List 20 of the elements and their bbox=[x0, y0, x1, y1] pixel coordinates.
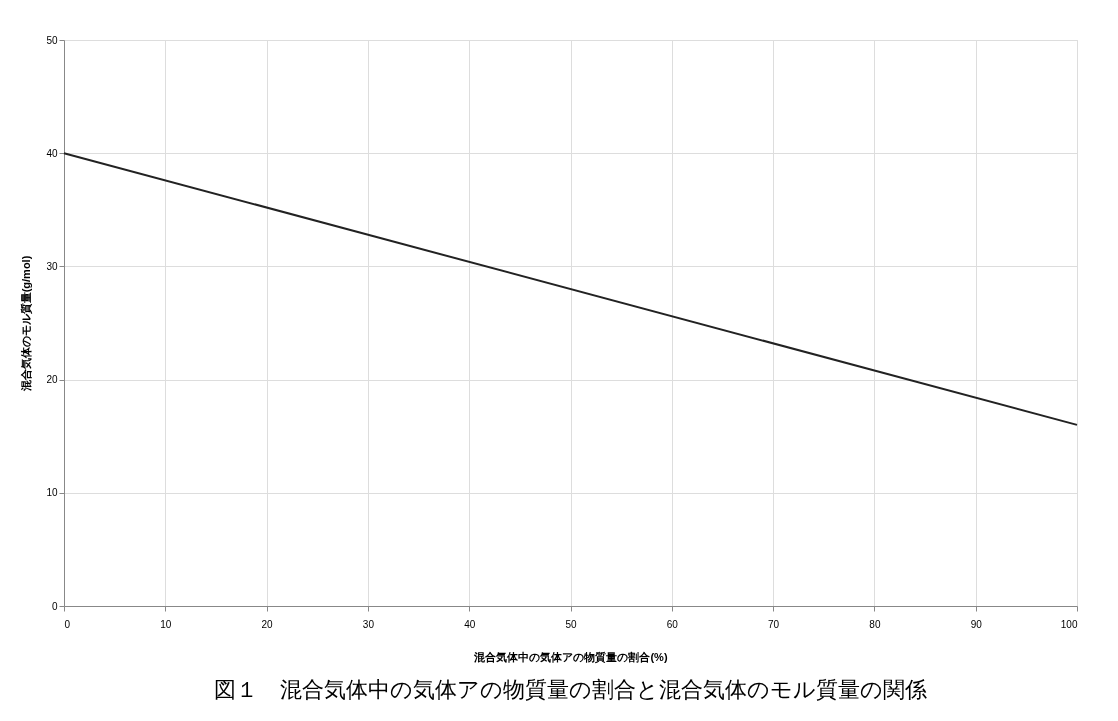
y-tick-label: 0 bbox=[51, 600, 58, 612]
x-tick-label: 20 bbox=[261, 618, 274, 630]
x-tick-label: 30 bbox=[362, 618, 375, 630]
x-tick-label: 0 bbox=[64, 618, 71, 630]
y-tick-label: 10 bbox=[46, 487, 58, 499]
x-tick-label: 40 bbox=[464, 618, 476, 630]
y-tick-label: 30 bbox=[46, 260, 58, 272]
y-axis-title: 混合気体のモル質量(g/mol) bbox=[20, 255, 34, 393]
x-tick-label: 10 bbox=[160, 618, 172, 630]
y-tick-label: 40 bbox=[46, 147, 58, 159]
x-axis-title: 混合気体中の気体アの物質量の割合(%) bbox=[473, 650, 668, 664]
y-tick-label: 20 bbox=[46, 374, 58, 386]
x-tick-label: 50 bbox=[565, 618, 577, 630]
x-tick-label: 60 bbox=[666, 618, 679, 630]
x-tick-label: 70 bbox=[768, 618, 780, 630]
x-tick-label: 100 bbox=[1060, 618, 1078, 630]
y-tick-label: 50 bbox=[46, 34, 58, 46]
x-tick-label: 90 bbox=[970, 618, 983, 630]
text: 図１ 混合気体中の気体アの物質量の割合と混合気体のモル質量の関係 bbox=[214, 677, 927, 702]
x-tick-label: 80 bbox=[869, 618, 881, 630]
